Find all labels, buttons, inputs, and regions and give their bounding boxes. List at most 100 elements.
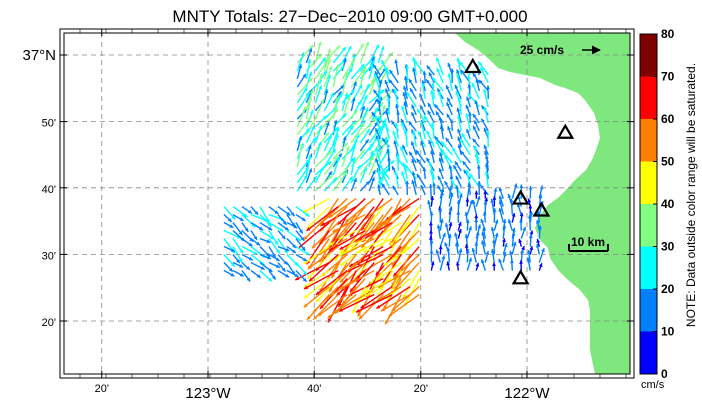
current-vector-head xyxy=(430,261,435,266)
current-vector-head xyxy=(303,87,308,92)
current-vector-head xyxy=(307,154,312,159)
current-vector-head xyxy=(451,179,455,184)
current-vector-head xyxy=(519,260,523,264)
current-vector-head xyxy=(301,217,306,221)
colorbar-segment xyxy=(640,34,657,77)
current-vector-head xyxy=(373,89,378,94)
current-vector-head xyxy=(468,112,472,116)
current-vector-head xyxy=(411,112,415,117)
current-vector-head xyxy=(340,85,345,89)
current-vector-head xyxy=(390,160,395,165)
map-frame xyxy=(63,32,631,375)
current-vector xyxy=(359,65,367,88)
current-vector-head xyxy=(447,126,451,131)
current-vector-head xyxy=(400,122,405,127)
current-vector xyxy=(357,286,375,318)
current-vector-head xyxy=(380,89,385,94)
lat-tick-label: 37°N xyxy=(22,47,56,64)
current-vector-head xyxy=(492,196,497,200)
current-vector-head xyxy=(509,250,513,255)
current-vector-head xyxy=(374,98,379,103)
current-vector-head xyxy=(527,250,531,254)
colorbar-tick-label: 60 xyxy=(661,112,675,126)
current-vector xyxy=(314,132,330,152)
current-vector-head xyxy=(379,164,383,169)
current-vector-head xyxy=(490,249,495,253)
current-vector xyxy=(377,104,386,128)
current-vector-head xyxy=(305,212,310,217)
current-vector-head xyxy=(383,305,388,310)
current-vector-head xyxy=(463,169,468,174)
current-vector-head xyxy=(275,257,280,261)
current-vector-head xyxy=(486,130,490,135)
current-vector-head xyxy=(327,48,332,53)
current-vector-head xyxy=(357,312,362,317)
current-vector-head xyxy=(498,200,503,205)
current-vector-head xyxy=(342,136,347,141)
current-vector-head xyxy=(460,70,465,74)
current-vector-head xyxy=(360,304,365,309)
current-vector-head xyxy=(343,58,347,63)
current-vector-head xyxy=(239,272,244,277)
colorbar: 0 10 20 30 40 50 60 70 80 xyxy=(639,27,675,381)
current-vector-head xyxy=(307,145,312,150)
colorbar-segment xyxy=(640,119,657,162)
current-vector-head xyxy=(374,107,378,112)
current-vector-head xyxy=(445,137,450,142)
current-vector xyxy=(371,206,393,235)
current-vector-head xyxy=(292,244,297,249)
current-vector-head xyxy=(439,125,444,130)
current-vector-head xyxy=(458,193,463,198)
current-vector-head xyxy=(364,289,369,294)
current-vector-head xyxy=(468,226,472,231)
current-vector-head xyxy=(356,308,361,313)
current-vector-head xyxy=(471,82,476,87)
current-vector-head xyxy=(400,146,404,151)
current-vector-head xyxy=(403,129,408,134)
current-vector-head xyxy=(329,288,333,293)
current-vector-head xyxy=(340,261,345,266)
current-vector-head xyxy=(285,273,290,278)
current-vector-head xyxy=(393,140,398,145)
lon-tick-label: 20' xyxy=(95,383,109,395)
current-vector xyxy=(306,206,339,232)
current-vector xyxy=(315,278,339,303)
current-vector-head xyxy=(403,76,408,80)
current-vector-head xyxy=(441,141,445,146)
current-vector-head xyxy=(465,249,470,253)
lon-tick-label: 40' xyxy=(307,383,321,395)
current-vector-head xyxy=(502,224,507,229)
current-vector-head xyxy=(475,231,480,236)
current-vector xyxy=(312,294,339,321)
current-vector-head xyxy=(340,65,344,70)
scale-bar: 10 km xyxy=(568,235,609,252)
current-vector-head xyxy=(327,161,332,165)
current-vector xyxy=(330,229,366,251)
current-vector-head xyxy=(520,249,525,254)
current-vector-head xyxy=(465,198,470,202)
current-vector-head xyxy=(330,92,334,97)
current-vector-head xyxy=(412,131,416,135)
current-vector-head xyxy=(437,88,441,93)
current-vector-head xyxy=(416,174,421,179)
current-vector-head xyxy=(303,271,307,276)
colorbar-tick-label: 80 xyxy=(661,27,675,41)
current-vector-head xyxy=(527,198,532,203)
current-vector xyxy=(350,68,365,88)
current-vector-head xyxy=(391,261,396,266)
current-vector xyxy=(328,229,357,246)
colorbar-tick-label: 50 xyxy=(661,155,675,169)
current-vector-head xyxy=(474,242,479,246)
current-vector-head xyxy=(334,108,339,113)
current-vector-head xyxy=(373,64,377,69)
current-vector xyxy=(340,246,366,267)
colorbar-tick-label: 40 xyxy=(661,197,675,211)
current-vector-head xyxy=(283,260,288,265)
current-vector-head xyxy=(456,57,461,62)
current-vector-head xyxy=(439,218,444,223)
current-vector-head xyxy=(265,218,270,223)
current-vector-head xyxy=(337,220,342,225)
current-vector xyxy=(314,73,323,96)
current-vector-head xyxy=(455,175,460,180)
current-vector-head xyxy=(268,226,273,231)
